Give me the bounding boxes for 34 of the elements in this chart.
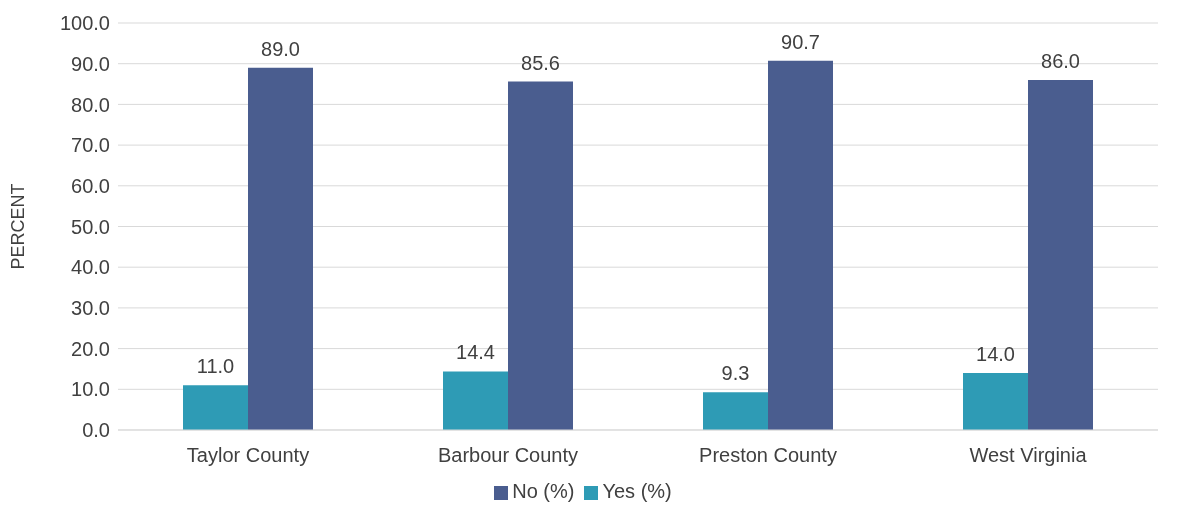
- data-label: 90.7: [781, 30, 820, 53]
- bar: [183, 385, 248, 430]
- y-tick-label: 90.0: [71, 52, 110, 75]
- x-tick-label: West Virginia: [969, 444, 1088, 467]
- x-tick-label: Preston County: [699, 444, 837, 467]
- data-label: 11.0: [196, 355, 235, 378]
- data-label: 14.4: [456, 341, 495, 364]
- bar: [1028, 79, 1093, 430]
- y-tick-label: 40.0: [71, 256, 110, 279]
- y-tick-label: 100.0: [59, 12, 110, 35]
- x-tick-label: Taylor County: [186, 444, 310, 467]
- data-label: 85.6: [521, 51, 560, 74]
- y-axis-title: PERCENT: [8, 183, 29, 270]
- data-label: 14.0: [976, 343, 1015, 366]
- y-tick-label: 10.0: [71, 378, 110, 401]
- bar: [768, 60, 833, 430]
- legend-label: No (%): [512, 480, 575, 502]
- y-tick-label: 0.0: [82, 419, 110, 442]
- bar: [443, 371, 508, 430]
- y-tick-label: 70.0: [71, 134, 110, 157]
- legend-label: Yes (%): [602, 480, 672, 502]
- x-tick-label: Barbour County: [437, 444, 579, 467]
- y-tick-label: 60.0: [71, 174, 110, 197]
- bar: [508, 81, 573, 430]
- y-tick-label: 30.0: [71, 297, 110, 319]
- bar: [703, 392, 768, 430]
- data-label: 86.0: [1041, 49, 1080, 72]
- bar: [248, 67, 313, 430]
- y-tick-label: 50.0: [71, 215, 110, 238]
- y-tick-label: 80.0: [71, 93, 110, 116]
- bar: [963, 373, 1028, 430]
- data-label: 9.3: [721, 362, 750, 385]
- y-tick-label: 20.0: [71, 337, 110, 360]
- data-label: 89.0: [261, 37, 300, 60]
